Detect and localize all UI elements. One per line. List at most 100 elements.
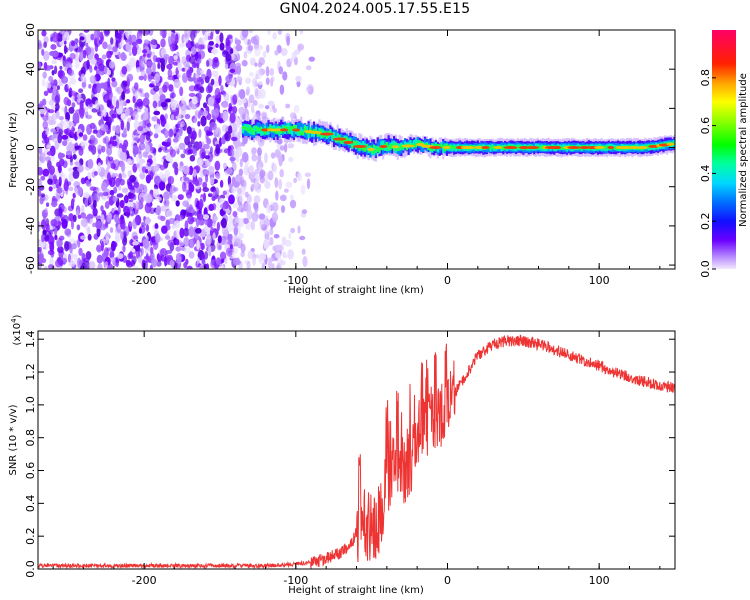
spectrogram-noise-cell: [110, 37, 114, 45]
spectrogram-noise-cell: [49, 119, 57, 126]
spectrogram-signal-cell: [327, 130, 330, 135]
spectrogram-noise-cell: [38, 253, 44, 264]
spectrogram-noise-cell: [278, 155, 283, 167]
spectrogram-signal-cell: [269, 125, 272, 130]
spectrogram-noise-cell: [71, 197, 75, 203]
spectrogram-noise-cell: [203, 143, 210, 150]
spectrogram-signal-cell: [440, 144, 443, 149]
spectrogram-noise-cell: [234, 216, 241, 223]
spectrogram-signal-cell: [613, 147, 616, 150]
spectrogram-plot-area: [38, 30, 675, 269]
spectrogram-noise-cell: [88, 261, 96, 269]
spectrogram-noise-cell: [55, 92, 61, 104]
spectrogram-noise-cell: [106, 99, 112, 108]
spectrogram-noise-cell: [82, 134, 88, 141]
spectrogram-signal-cell: [365, 143, 368, 147]
spectrogram-noise-cell: [270, 152, 276, 159]
spectrogram-noise-cell: [142, 31, 149, 36]
spectrogram-noise-cell: [121, 66, 128, 75]
spectrogram-noise-cell: [150, 258, 158, 268]
spectrogram-noise-cell: [58, 206, 63, 218]
spectrogram-noise-cell: [40, 175, 46, 181]
spectrogram-noise-cell: [254, 87, 259, 97]
spectrogram-noise-cell: [249, 57, 256, 66]
spectrogram-noise-cell: [123, 231, 127, 237]
spectrogram-noise-cell: [100, 205, 104, 212]
spectrogram-noise-cell: [124, 107, 130, 117]
spectrogram-noise-cell: [110, 256, 116, 263]
spectrogram-peak-cell: [526, 146, 540, 150]
spectrogram-signal-cell: [294, 124, 297, 130]
spectrogram-noise-cell: [104, 261, 109, 268]
spectrogram-noise-cell: [165, 219, 171, 227]
spectrogram-noise-cell: [74, 38, 79, 44]
spectrogram-noise-cell: [267, 30, 272, 36]
spectrogram-noise-cell: [226, 222, 234, 232]
spectrogram-noise-cell: [147, 161, 152, 167]
spectrogram-noise-cell: [41, 98, 47, 106]
spectrogram-noise-cell: [179, 227, 185, 239]
spectrogram-signal-cell: [449, 145, 452, 149]
spectrogram-noise-cell: [80, 212, 87, 219]
spectrogram-noise-cell: [279, 169, 284, 178]
spectrogram-noise-cell: [126, 73, 134, 82]
spectrogram-signal-cell: [645, 144, 649, 149]
spectrogram-noise-cell: [120, 53, 127, 61]
spectrogram-noise-cell: [225, 189, 230, 200]
spectrogram-noise-cell: [138, 158, 146, 164]
spectrogram-noise-cell: [221, 265, 226, 269]
spectrogram-noise-cell: [159, 164, 166, 171]
spectrogram-noise-cell: [72, 214, 77, 223]
spectrogram-noise-cell: [207, 192, 213, 198]
spectrogram-noise-cell: [176, 73, 182, 79]
spectrogram-noise-cell: [85, 42, 89, 48]
spectrogram-signal-cell: [260, 126, 263, 131]
spectrogram-noise-cell: [179, 126, 183, 137]
spectrogram-noise-cell: [159, 247, 167, 257]
spectrogram-noise-cell: [129, 221, 133, 227]
spectrogram-noise-cell: [259, 218, 266, 229]
spectrogram-signal-cell: [489, 146, 492, 150]
spectrogram-peak-cell: [503, 146, 518, 150]
spectrogram-noise-cell: [48, 229, 53, 237]
snr-x-tick-label: 0: [444, 574, 451, 587]
spectrogram-signal-cell: [256, 127, 259, 133]
spectrogram-noise-cell: [63, 182, 68, 191]
spectrogram-noise-cell: [250, 247, 255, 253]
spectrogram-noise-cell: [175, 229, 180, 237]
spectrogram-noise-cell: [259, 176, 265, 184]
spectrogram-noise-cell: [172, 187, 179, 192]
spectrogram-noise-cell: [78, 132, 84, 137]
snr-x-ticks: -200 -100 0 100: [132, 331, 610, 587]
spectrogram-noise-cell: [192, 177, 197, 185]
spectrogram-noise-cell: [140, 247, 144, 256]
spectrogram-noise-cell: [96, 246, 103, 252]
spectrogram-peak-cell: [391, 145, 400, 149]
spectrogram-noise-cell: [270, 77, 274, 88]
spectrogram-noise-cell: [69, 156, 74, 163]
spectrogram-noise-cell: [271, 212, 279, 223]
spectrogram-noise-cell: [41, 48, 45, 56]
spectrogram-signal-cell: [454, 146, 458, 150]
spectrogram-noise-cell: [53, 227, 58, 236]
spectrogram-signal-cell: [265, 129, 268, 136]
spectrogram-noise-cell: [247, 44, 254, 52]
spectrogram-noise-cell: [69, 161, 74, 166]
spectrogram-signal-cell: [332, 136, 336, 140]
spectrogram-y-tick-label: -20: [24, 178, 37, 196]
spectrogram-noise-cell: [106, 146, 113, 156]
spectrogram-noise-cell: [93, 65, 98, 71]
spectrogram-noise-cell: [65, 47, 69, 53]
spectrogram-noise-cell: [70, 218, 75, 230]
spectrogram-noise-cell: [233, 234, 239, 246]
spectrogram-signal-cell: [241, 125, 245, 129]
spectrogram-noise-cell: [62, 55, 66, 61]
spectrogram-noise-cell: [120, 120, 125, 131]
spectrogram-noise-cell: [57, 246, 64, 254]
spectrogram-noise-cell: [235, 153, 240, 163]
spectrogram-noise-cell: [117, 185, 122, 191]
spectrogram-noise-cell: [215, 30, 220, 35]
spectrogram-noise-cell: [251, 211, 259, 222]
spectrogram-noise-cell: [79, 36, 85, 41]
spectrogram-noise-cell: [154, 123, 161, 134]
